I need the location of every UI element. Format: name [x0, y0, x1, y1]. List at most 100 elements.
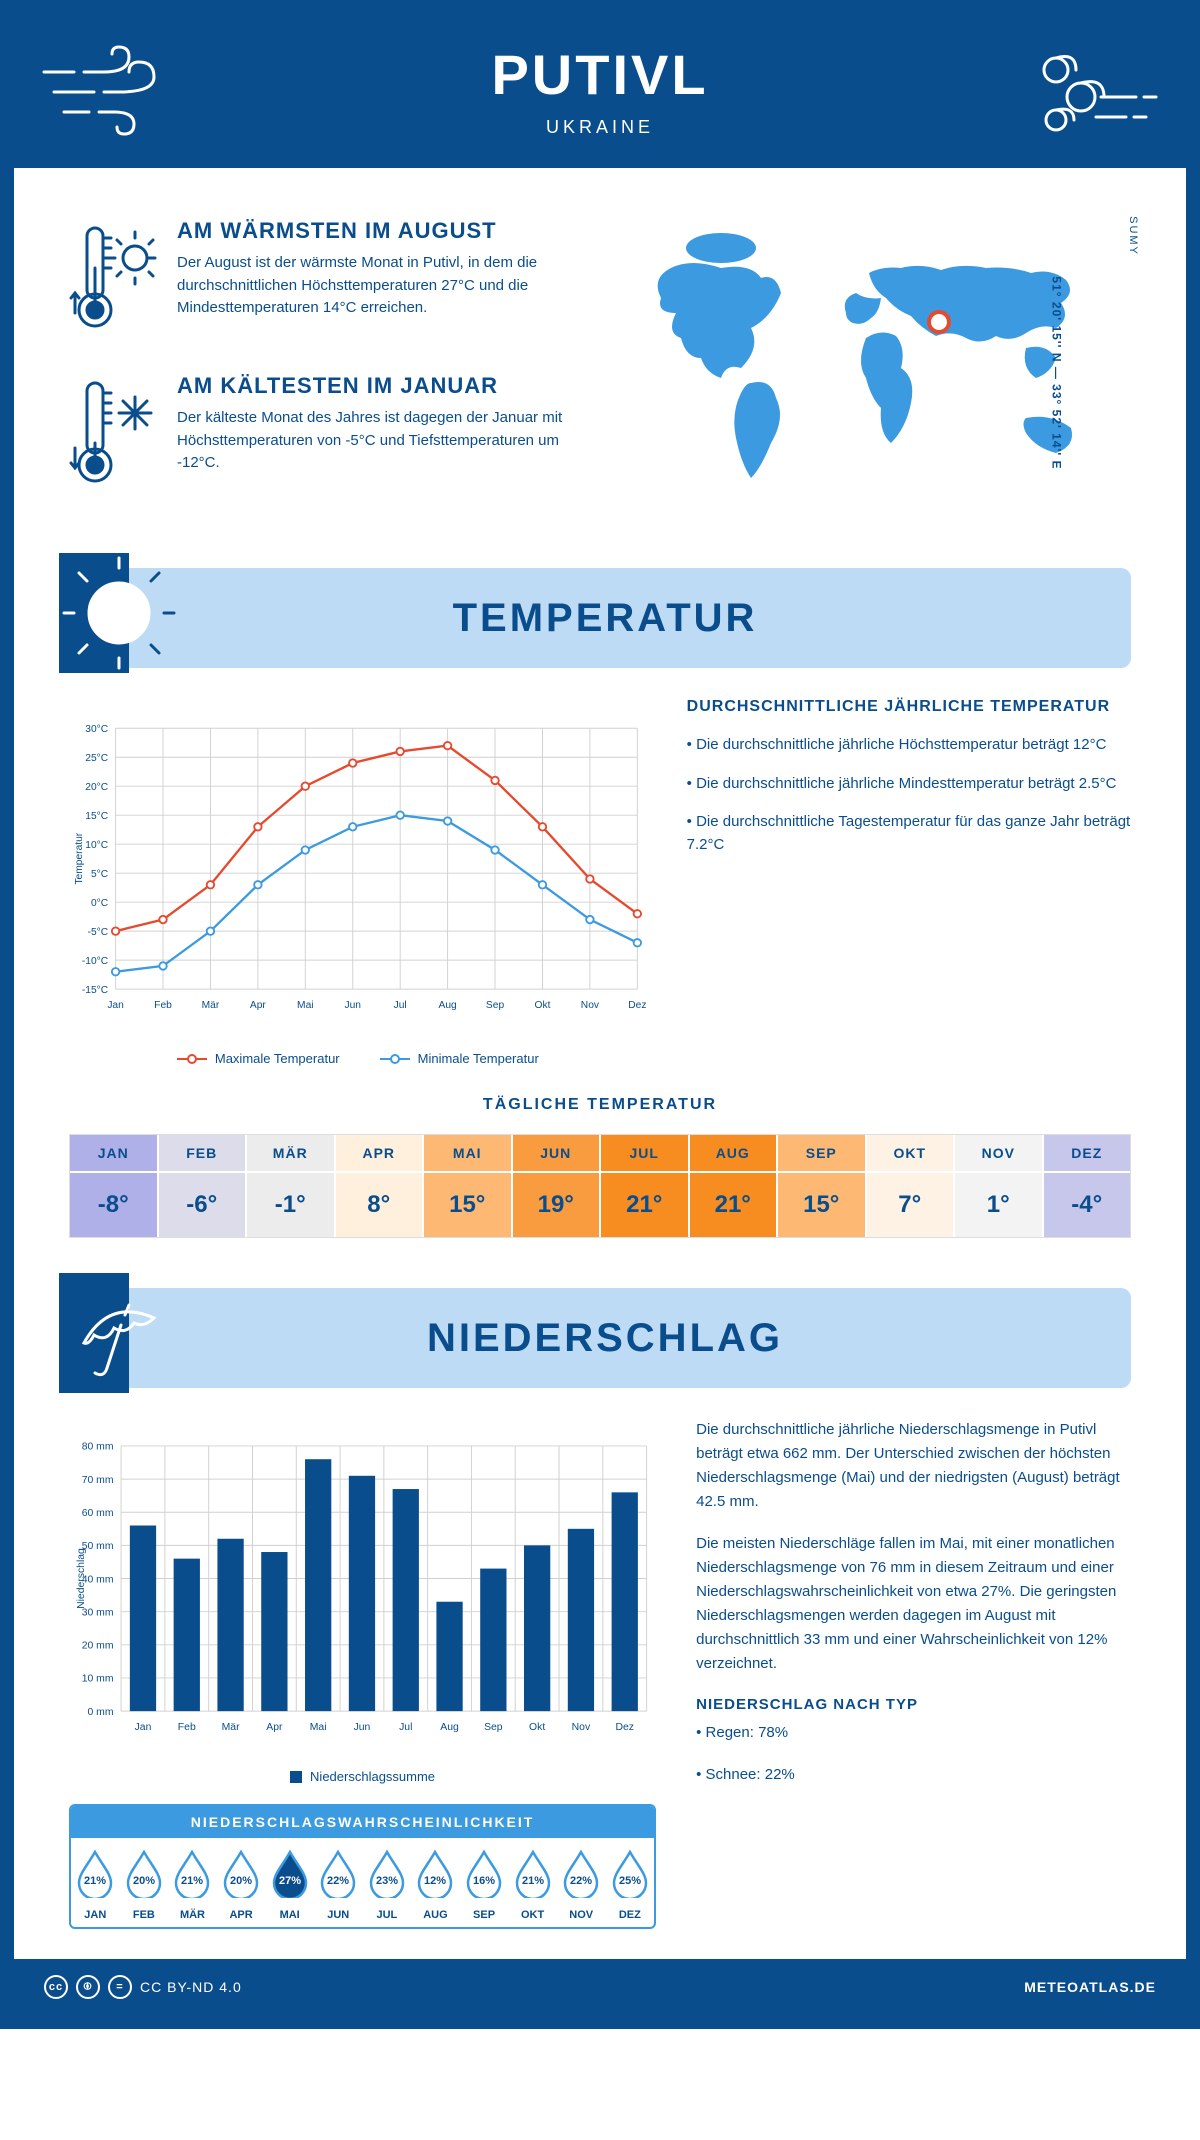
precip-para1: Die durchschnittliche jährliche Niedersc… — [696, 1418, 1131, 1514]
svg-text:0 mm: 0 mm — [87, 1707, 113, 1718]
svg-text:Jan: Jan — [135, 1722, 152, 1733]
svg-text:Mär: Mär — [222, 1722, 240, 1733]
svg-text:0°C: 0°C — [91, 898, 108, 909]
daily-month: AUG — [690, 1135, 777, 1171]
svg-text:-15°C: -15°C — [82, 985, 108, 996]
daily-value: -4° — [1044, 1173, 1131, 1237]
footer-site: METEOATLAS.DE — [1024, 1979, 1156, 1995]
svg-text:Mai: Mai — [297, 1000, 314, 1011]
temperature-banner: TEMPERATUR — [69, 568, 1131, 668]
fact-warmest: AM WÄRMSTEN IM AUGUST Der August ist der… — [69, 218, 591, 343]
city-title: PUTIVL — [14, 42, 1186, 107]
daily-value: 21° — [601, 1173, 688, 1237]
svg-text:-5°C: -5°C — [88, 927, 109, 938]
svg-text:23%: 23% — [376, 1875, 398, 1887]
fact-warm-title: AM WÄRMSTEN IM AUGUST — [177, 218, 591, 244]
svg-text:70 mm: 70 mm — [82, 1475, 114, 1486]
precip-para2: Die meisten Niederschläge fallen im Mai,… — [696, 1532, 1131, 1676]
svg-text:15°C: 15°C — [85, 811, 108, 822]
daily-month: APR — [336, 1135, 423, 1171]
daily-month: OKT — [867, 1135, 954, 1171]
infographic-frame: PUTIVL UKRAINE — [0, 0, 1200, 2029]
daily-month: SEP — [778, 1135, 865, 1171]
daily-month: NOV — [955, 1135, 1042, 1171]
daily-grid: JANFEBMÄRAPRMAIJUNJULAUGSEPOKTNOVDEZ-8°-… — [69, 1134, 1131, 1238]
daily-month: JUN — [513, 1135, 600, 1171]
legend-min: Minimale Temperatur — [418, 1051, 539, 1066]
svg-text:16%: 16% — [473, 1875, 495, 1887]
by-icon: 🅯 — [76, 1975, 100, 1999]
svg-text:5°C: 5°C — [91, 869, 108, 880]
precip-legend: Niederschlagssumme — [310, 1769, 435, 1784]
daily-value: 15° — [778, 1173, 865, 1237]
svg-text:Okt: Okt — [535, 1000, 551, 1011]
prob-cell: 20% APR — [217, 1838, 266, 1927]
legend-max: Maximale Temperatur — [215, 1051, 340, 1066]
daily-value: 7° — [867, 1173, 954, 1237]
daily-value: 1° — [955, 1173, 1042, 1237]
facts: AM WÄRMSTEN IM AUGUST Der August ist der… — [69, 218, 591, 528]
svg-text:Jan: Jan — [107, 1000, 124, 1011]
precip-left: 0 mm10 mm20 mm30 mm40 mm50 mm60 mm70 mm8… — [69, 1418, 656, 1929]
temperature-info: DURCHSCHNITTLICHE JÄHRLICHE TEMPERATUR •… — [687, 698, 1131, 1066]
svg-text:10 mm: 10 mm — [82, 1674, 114, 1685]
daily-value: 15° — [424, 1173, 511, 1237]
temp-info-1: • Die durchschnittliche jährliche Höchst… — [687, 734, 1131, 757]
nd-icon: = — [108, 1975, 132, 1999]
svg-text:Sep: Sep — [486, 1000, 505, 1011]
svg-text:Apr: Apr — [250, 1000, 267, 1011]
svg-text:Aug: Aug — [439, 1000, 458, 1011]
precip-type-title: NIEDERSCHLAG NACH TYP — [696, 1696, 1131, 1713]
precip-chart: 0 mm10 mm20 mm30 mm40 mm50 mm60 mm70 mm8… — [69, 1418, 656, 1758]
prob-cell: 25% DEZ — [606, 1838, 655, 1927]
svg-text:Jun: Jun — [344, 1000, 361, 1011]
cc-icon: cc — [44, 1975, 68, 1999]
daily-value: 19° — [513, 1173, 600, 1237]
svg-text:20°C: 20°C — [85, 782, 108, 793]
umbrella-icon — [59, 1273, 179, 1393]
svg-text:Temperatur: Temperatur — [74, 832, 85, 884]
daily-month: MÄR — [247, 1135, 334, 1171]
daily-temperature: TÄGLICHE TEMPERATUR JANFEBMÄRAPRMAIJUNJU… — [69, 1096, 1131, 1238]
thermometer-cold-icon — [69, 373, 159, 498]
svg-text:20 mm: 20 mm — [82, 1641, 114, 1652]
svg-text:Jun: Jun — [354, 1722, 371, 1733]
svg-text:Nov: Nov — [581, 1000, 600, 1011]
prob-cell: 22% JUN — [314, 1838, 363, 1927]
header: PUTIVL UKRAINE — [14, 14, 1186, 168]
sun-icon — [59, 553, 179, 673]
daily-month: JAN — [70, 1135, 157, 1171]
prob-cell: 21% JAN — [71, 1838, 120, 1927]
probability-box: NIEDERSCHLAGSWAHRSCHEINLICHKEIT 21% JAN … — [69, 1804, 656, 1929]
temperature-title: TEMPERATUR — [179, 596, 1131, 641]
svg-text:12%: 12% — [424, 1875, 446, 1887]
svg-text:20%: 20% — [230, 1875, 252, 1887]
footer-license: cc 🅯 = CC BY-ND 4.0 — [44, 1975, 242, 1999]
country-label: UKRAINE — [14, 117, 1186, 138]
content: AM WÄRMSTEN IM AUGUST Der August ist der… — [14, 168, 1186, 1959]
svg-text:27%: 27% — [279, 1875, 301, 1887]
svg-text:20%: 20% — [133, 1875, 155, 1887]
daily-month: FEB — [159, 1135, 246, 1171]
svg-text:Apr: Apr — [266, 1722, 283, 1733]
thermometer-hot-icon — [69, 218, 159, 343]
precip-row: 0 mm10 mm20 mm30 mm40 mm50 mm60 mm70 mm8… — [69, 1418, 1131, 1929]
svg-text:Jul: Jul — [399, 1722, 412, 1733]
svg-text:Mai: Mai — [310, 1722, 327, 1733]
precip-banner: NIEDERSCHLAG — [69, 1288, 1131, 1388]
daily-month: JUL — [601, 1135, 688, 1171]
prob-cell: 12% AUG — [411, 1838, 460, 1927]
svg-text:Sep: Sep — [484, 1722, 503, 1733]
wind-icon-left — [34, 42, 174, 142]
temp-info-title: DURCHSCHNITTLICHE JÄHRLICHE TEMPERATUR — [687, 698, 1131, 716]
svg-text:22%: 22% — [327, 1875, 349, 1887]
prob-cell: 21% OKT — [508, 1838, 557, 1927]
svg-text:21%: 21% — [84, 1875, 106, 1887]
prob-cell: 21% MÄR — [168, 1838, 217, 1927]
world-map: SUMY 51° 20' 15'' N — 33° 52' 14'' E — [631, 218, 1131, 528]
precip-text: Die durchschnittliche jährliche Niedersc… — [696, 1418, 1131, 1929]
svg-text:Mär: Mär — [202, 1000, 220, 1011]
coordinates: 51° 20' 15'' N — 33° 52' 14'' E — [1049, 276, 1063, 469]
svg-text:25°C: 25°C — [85, 753, 108, 764]
daily-value: -6° — [159, 1173, 246, 1237]
